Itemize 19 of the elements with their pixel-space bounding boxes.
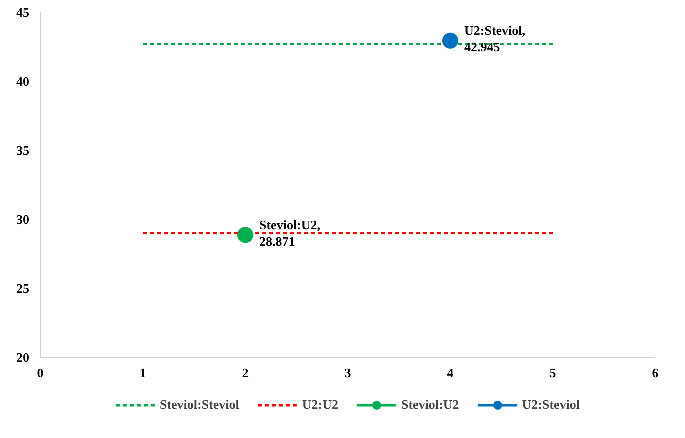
y-tick-label: 45: [16, 5, 30, 20]
x-tick-label: 2: [242, 366, 249, 380]
y-tick-label: 20: [16, 350, 30, 365]
y-tick-label: 25: [16, 281, 30, 296]
data-label: U2:Steviol, 42.945: [464, 23, 526, 55]
x-tick-label: 1: [140, 366, 146, 380]
x-tick-label: 3: [344, 366, 352, 380]
y-tick-label: 40: [16, 74, 30, 89]
legend-label: U2:Steviol: [522, 397, 580, 413]
y-tick-label: 35: [16, 143, 30, 158]
legend-label: U2:U2: [302, 397, 338, 413]
data-label: Steviol:U2, 28.871: [260, 217, 321, 249]
legend-label: Steviol:Steviol: [160, 397, 240, 413]
y-tick-label: 30: [16, 212, 30, 227]
x-tick-label: 0: [37, 366, 44, 380]
legend-label: Steviol:U2: [401, 397, 460, 413]
x-tick-label: 5: [550, 366, 557, 380]
x-tick-label: 6: [652, 366, 660, 380]
x-tick-label: 4: [447, 366, 454, 380]
